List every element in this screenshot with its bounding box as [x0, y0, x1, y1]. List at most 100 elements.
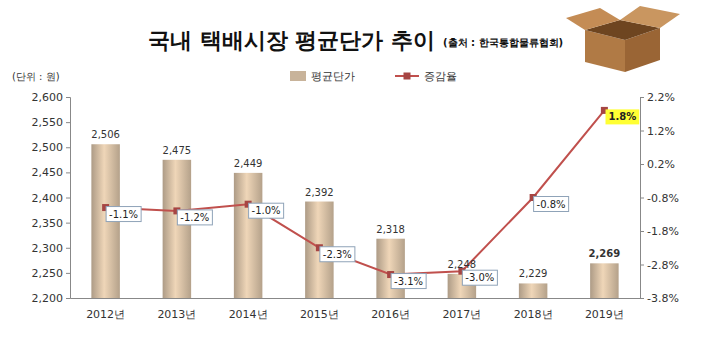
- data-label: 2,506: [91, 129, 120, 140]
- tick-label: 2,250: [32, 267, 64, 280]
- bars: [91, 144, 618, 298]
- tick-mark: [66, 273, 70, 274]
- legend-item: 평균단가: [290, 70, 355, 83]
- axis: 2012년 2013년 2014년 2015년 2016년 2017년 2018년 2019년: [71, 299, 641, 321]
- tick: -0.8%: [640, 192, 679, 205]
- tick-mark: [640, 265, 644, 266]
- tick-label: 2015년: [300, 308, 339, 321]
- label-box: [320, 247, 355, 262]
- data-label: 2,449: [234, 158, 263, 169]
- legend-label: 평균단가: [311, 70, 355, 83]
- tick-mark: [66, 198, 70, 199]
- bar: [163, 160, 192, 298]
- axis: -3.8% -2.8% -1.8% -0.8% 0.2% 1.2% 2.2%: [640, 91, 679, 305]
- data-label: -2.3%: [323, 249, 352, 260]
- title: 국내 택배시장 평균단가 추이: [148, 28, 435, 53]
- subtitle: (출처 : 한국통합물류협회): [443, 37, 563, 48]
- legend-label: 증감율: [424, 70, 457, 83]
- tick: 2,450: [32, 166, 71, 179]
- tick-mark: [66, 122, 70, 123]
- data-label: 1.8%: [609, 111, 637, 122]
- tick: 2,250: [32, 267, 71, 280]
- tick: 2,600: [32, 91, 71, 104]
- tick-mark: [640, 198, 644, 199]
- tick: 2,500: [32, 141, 71, 154]
- label-box: [177, 210, 212, 225]
- legend-marker: [404, 73, 411, 80]
- data-label: 2,475: [163, 145, 192, 156]
- data-label: -1.1%: [109, 209, 138, 220]
- bar: [519, 283, 548, 298]
- tick-mark: [640, 231, 644, 232]
- tick-label: 2,500: [32, 141, 64, 154]
- tick-label: 2.2%: [647, 91, 675, 104]
- box-flap: [566, 8, 620, 30]
- tick: 2015년: [300, 308, 339, 321]
- tick-mark: [66, 223, 70, 224]
- data-label: -0.8%: [537, 199, 566, 210]
- tick-mark: [640, 97, 644, 98]
- tick: 2019년: [585, 308, 624, 321]
- tick-label: 2019년: [585, 308, 624, 321]
- data-label: -3.0%: [465, 272, 494, 283]
- tick-label: 2,300: [32, 242, 64, 255]
- tick-label: 1.2%: [647, 125, 675, 138]
- bar: [234, 173, 263, 298]
- bar: [590, 263, 619, 298]
- tick: -2.8%: [640, 259, 679, 272]
- tick: 0.2%: [640, 158, 675, 171]
- tick: 2017년: [442, 308, 481, 321]
- label-box: [606, 109, 640, 124]
- legend-swatch: [290, 71, 306, 81]
- tick-label: 2,450: [32, 166, 64, 179]
- data-label: -3.1%: [394, 276, 423, 287]
- tick-label: 2,200: [32, 292, 64, 305]
- data-label: 2,229: [519, 268, 548, 279]
- box-flap: [620, 6, 680, 28]
- axis-line: [66, 98, 71, 299]
- tick-mark: [66, 147, 70, 148]
- tick-label: 2,550: [32, 116, 64, 129]
- data-label: 2,269: [589, 248, 621, 259]
- tick-label: 2017년: [442, 308, 481, 321]
- tick-mark: [640, 298, 644, 299]
- tick: 2012년: [86, 308, 125, 321]
- tick-mark: [66, 298, 70, 299]
- tick-label: 2016년: [371, 308, 410, 321]
- tick: 2.2%: [640, 91, 675, 104]
- label-box: [462, 270, 497, 285]
- data-label: -1.0%: [252, 205, 281, 216]
- tick-label: 2,350: [32, 217, 64, 230]
- tick: 2018년: [514, 308, 553, 321]
- tick-label: 2013년: [157, 308, 196, 321]
- tick: 2014년: [229, 308, 268, 321]
- chart: 국내 택배시장 평균단가 추이(출처 : 한국통합물류협회)(단위 : 원)2,…: [0, 0, 703, 352]
- tick: 2,200: [32, 292, 71, 305]
- tick-mark: [66, 97, 70, 98]
- axis: 2,2002,2502,3002,3502,4002,4502,5002,550…: [32, 91, 71, 305]
- line: [106, 110, 605, 274]
- tick-mark: [640, 164, 644, 165]
- tick-mark: [66, 248, 70, 249]
- tick-mark: [66, 172, 70, 173]
- data-label: 2,318: [376, 224, 405, 235]
- tick: 2016년: [371, 308, 410, 321]
- tick: 2,350: [32, 217, 71, 230]
- tick-label: 0.2%: [647, 158, 675, 171]
- tick: -3.8%: [640, 292, 679, 305]
- tick: 1.2%: [640, 125, 675, 138]
- tick-label: -3.8%: [647, 292, 679, 305]
- data-labels: 2,5062,4752,4492,3922,3182,2482,2292,269…: [91, 109, 639, 288]
- label-box: [534, 197, 569, 212]
- tick-label: 2012년: [86, 308, 125, 321]
- tick: 2,550: [32, 116, 71, 129]
- line-series: [102, 107, 608, 278]
- tick-label: 2,600: [32, 91, 64, 104]
- tick-label: -0.8%: [647, 192, 679, 205]
- tick-label: -2.8%: [647, 259, 679, 272]
- tick: 2,300: [32, 242, 71, 255]
- data-label: -1.2%: [180, 212, 209, 223]
- bar: [376, 239, 405, 298]
- data-label: 2,248: [448, 259, 477, 270]
- tick-label: -1.8%: [647, 225, 679, 238]
